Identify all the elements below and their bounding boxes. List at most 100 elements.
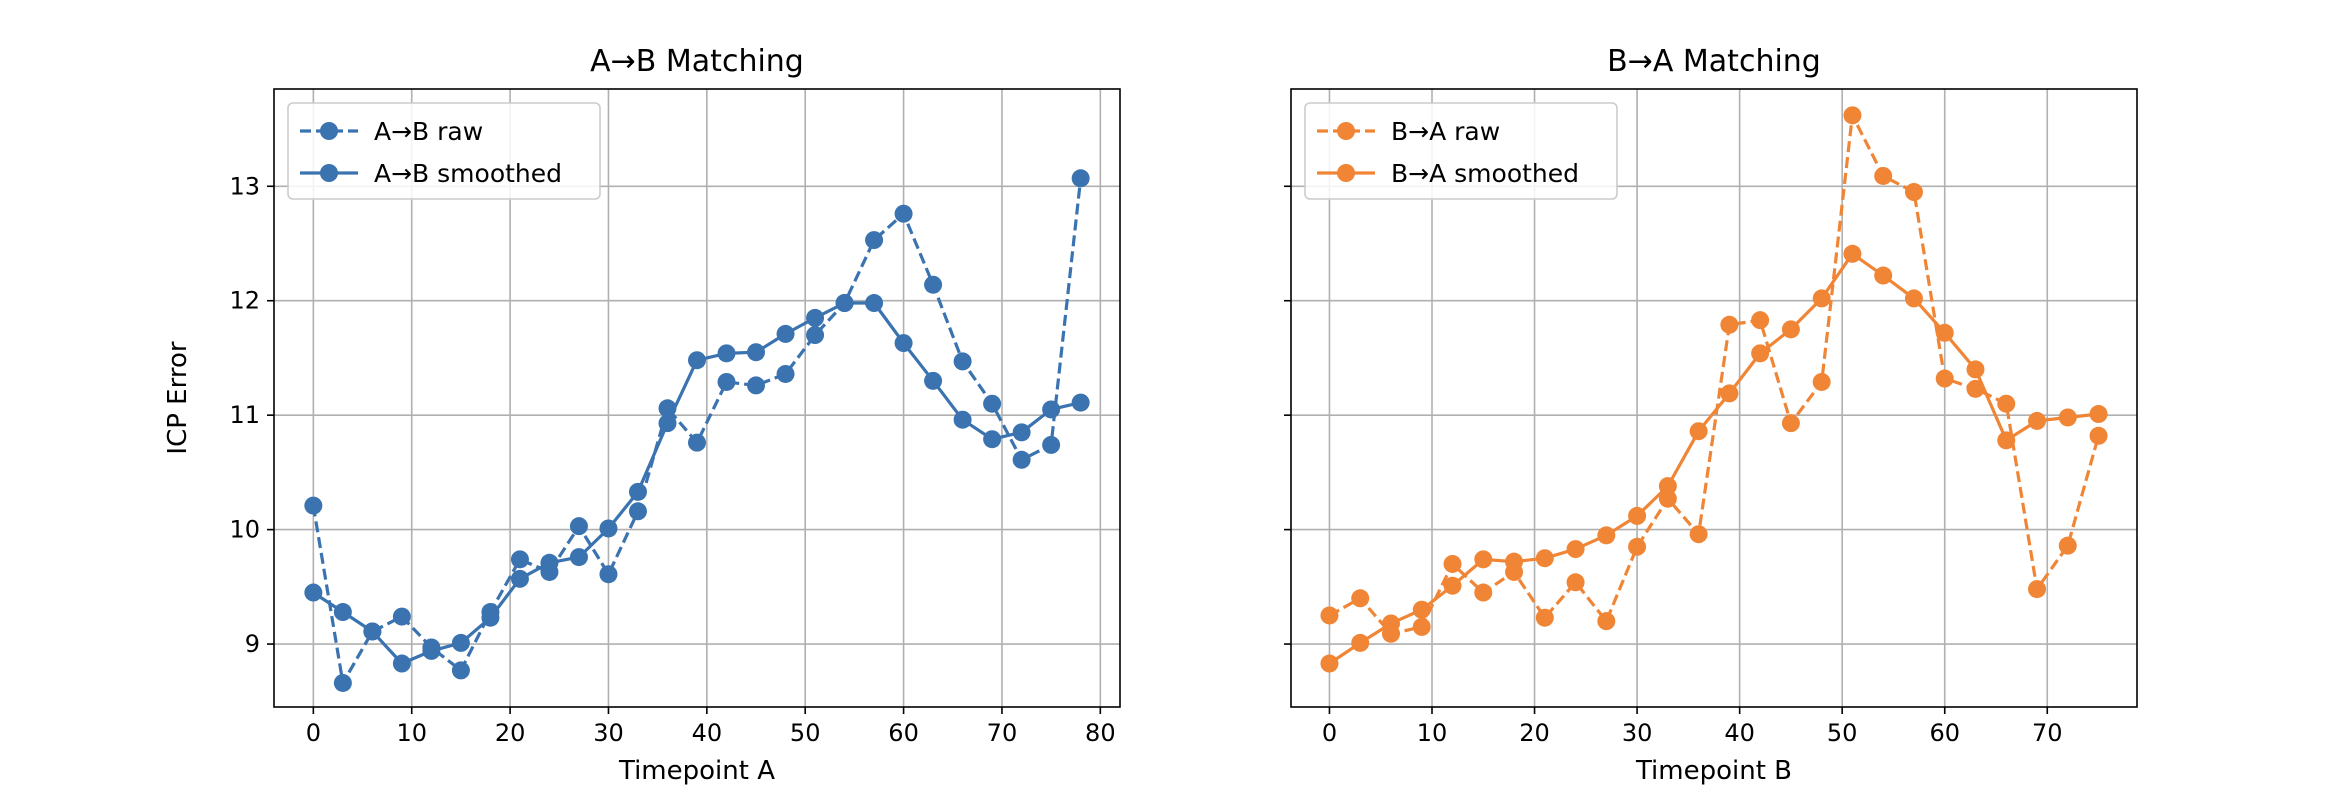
data-point (481, 608, 500, 627)
series-line-raw (311, 178, 1083, 685)
data-point (1320, 606, 1339, 625)
data-point (924, 275, 943, 294)
data-point (2089, 426, 2108, 445)
y-tick-label: 10 (229, 516, 260, 544)
series-line-smoothed (1328, 252, 2099, 665)
x-tick-label: 20 (1519, 719, 1550, 747)
data-point (599, 565, 618, 584)
data-point (451, 633, 470, 652)
x-tick-label: 10 (1417, 719, 1448, 747)
data-point (510, 550, 529, 569)
chart-title: B→A Matching (1607, 44, 1821, 79)
legend-label: A→B raw (374, 117, 483, 146)
data-point (806, 326, 825, 345)
legend-marker (1337, 164, 1355, 182)
data-point (894, 334, 913, 353)
data-point (569, 548, 588, 567)
data-point (1597, 612, 1616, 631)
data-point (540, 553, 559, 572)
legend: A→B raw A→B smoothed (287, 102, 601, 200)
x-tick-label: 80 (1085, 719, 1116, 747)
data-point (1381, 614, 1400, 633)
data-point (1812, 372, 1831, 391)
data-point (1843, 244, 1862, 263)
data-point (865, 294, 884, 313)
x-tick-label: 50 (1827, 719, 1858, 747)
data-point (1628, 506, 1647, 525)
legend: B→A raw B→A smoothed (1304, 102, 1618, 200)
data-point (1474, 550, 1493, 569)
data-point (392, 607, 411, 626)
data-point (304, 583, 323, 602)
y-axis-label: ICP Error (163, 341, 193, 454)
x-tick-label: 30 (1622, 719, 1653, 747)
data-point (1720, 315, 1739, 334)
data-point (1935, 369, 1954, 388)
data-point (1474, 583, 1493, 602)
data-point (628, 482, 647, 501)
data-point (1874, 166, 1893, 185)
data-point (776, 324, 795, 343)
data-point (688, 433, 706, 452)
data-point (717, 344, 736, 363)
data-point (1658, 477, 1677, 496)
data-point (1443, 576, 1462, 595)
plot-frame (273, 88, 1121, 708)
y-tick-label: 11 (229, 401, 260, 429)
data-point (1874, 266, 1893, 285)
data-point (1904, 183, 1923, 201)
data-point (658, 414, 677, 433)
data-point (1351, 589, 1370, 608)
data-point (363, 622, 382, 641)
legend-marker (320, 122, 338, 140)
x-tick-label: 10 (396, 719, 427, 747)
data-point (422, 641, 441, 660)
x-tick-label: 70 (987, 719, 1018, 747)
data-point (688, 351, 706, 370)
data-point (599, 519, 618, 538)
data-point (1997, 394, 2016, 413)
x-tick-label: 70 (2032, 719, 2063, 747)
data-point (1658, 489, 1677, 508)
data-point (983, 394, 1002, 413)
data-point (2058, 408, 2077, 427)
data-point (983, 430, 1002, 449)
data-point (1042, 400, 1061, 419)
data-point (1812, 289, 1831, 308)
data-point (1412, 617, 1431, 636)
x-tick-label: 0 (306, 719, 321, 747)
data-point (1443, 554, 1462, 573)
y-tick-label: 12 (229, 287, 260, 315)
data-point (1966, 379, 1985, 398)
data-point (1628, 537, 1647, 556)
data-point (717, 372, 736, 391)
y-tick-label: 13 (229, 172, 260, 200)
x-axis-label: Timepoint A (618, 756, 775, 786)
x-tick-label: 0 (1322, 719, 1337, 747)
chart-b-to-a: 0 10 20 30 40 50 60 70 B→A Matching Timepoint B… (1284, 44, 2138, 786)
data-point (1966, 360, 1985, 379)
data-point (1720, 384, 1739, 403)
legend-marker (1337, 122, 1355, 140)
data-point (953, 352, 972, 371)
data-point (1997, 431, 2016, 450)
data-point (1751, 344, 1770, 363)
data-point (1505, 552, 1524, 571)
legend-box (287, 102, 601, 200)
x-tick-label: 50 (790, 719, 821, 747)
x-tick-label: 40 (1724, 719, 1755, 747)
data-point (1597, 526, 1616, 545)
data-point (510, 569, 529, 588)
legend-label: A→B smoothed (374, 159, 562, 188)
data-point (1320, 654, 1339, 673)
data-point (1751, 311, 1770, 330)
data-point (1689, 422, 1708, 441)
data-point (865, 231, 884, 250)
x-tick-label: 60 (888, 719, 919, 747)
data-point (304, 496, 323, 515)
data-point (2028, 580, 2047, 599)
data-point (1071, 393, 1090, 412)
data-point (924, 371, 943, 390)
